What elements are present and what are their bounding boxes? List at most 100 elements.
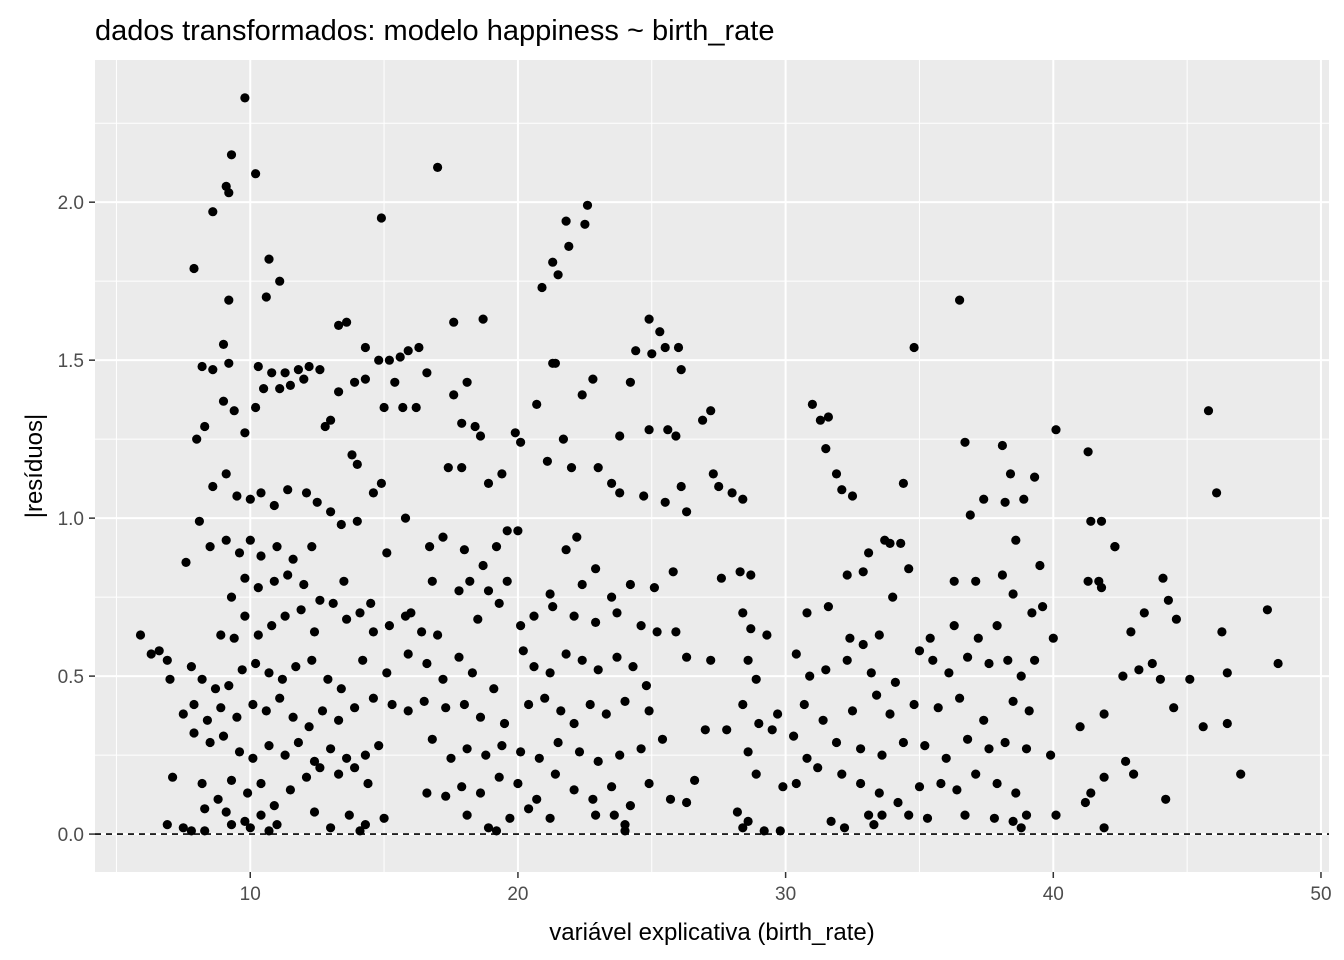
data-point [457, 463, 467, 473]
data-point [585, 699, 595, 710]
data-point [245, 535, 255, 545]
data-point [660, 497, 670, 507]
data-point [510, 428, 520, 438]
data-point [1083, 576, 1093, 586]
data-point [403, 346, 413, 356]
data-point [240, 93, 250, 103]
data-point [200, 421, 210, 432]
data-point [374, 355, 384, 365]
data-point [636, 744, 646, 754]
data-point [494, 772, 504, 782]
data-point [315, 365, 325, 375]
data-point [269, 500, 279, 511]
data-point [955, 693, 965, 703]
data-point [320, 421, 330, 432]
data-point [462, 744, 472, 754]
data-point [441, 791, 451, 801]
data-point [489, 684, 499, 694]
data-point [216, 703, 226, 713]
data-point [588, 794, 598, 804]
data-point [256, 778, 266, 789]
data-point [649, 583, 660, 593]
y-tick-label: 0.0 [58, 825, 84, 846]
data-point [307, 655, 317, 665]
data-point [673, 342, 684, 353]
data-point [216, 630, 226, 640]
data-point [566, 463, 577, 473]
data-point [823, 602, 834, 612]
data-point [655, 327, 665, 337]
data-point [971, 769, 981, 779]
data-point [759, 826, 769, 836]
data-point [253, 583, 263, 593]
data-point [186, 826, 196, 836]
data-point [732, 807, 743, 817]
data-point [743, 747, 753, 757]
data-point [561, 545, 571, 555]
data-point [716, 573, 727, 583]
data-point [647, 349, 657, 359]
data-point [178, 823, 188, 833]
data-point [612, 608, 622, 618]
data-point [162, 655, 172, 665]
data-point [751, 674, 761, 684]
data-point [1008, 816, 1018, 827]
data-point [283, 570, 293, 580]
data-point [631, 346, 641, 356]
data-point [872, 690, 882, 700]
data-point [384, 621, 394, 631]
data-point [949, 621, 959, 631]
data-point [762, 630, 772, 640]
data-point [1019, 494, 1029, 504]
x-axis: 10 20 30 40 50 [240, 872, 1332, 905]
data-point [952, 785, 962, 795]
data-point [240, 816, 250, 827]
data-point [955, 295, 965, 305]
data-point [1086, 788, 1096, 798]
data-point [1198, 722, 1208, 732]
data-point [245, 823, 255, 833]
data-point [1035, 560, 1045, 571]
data-point [874, 788, 884, 798]
data-point [309, 627, 320, 637]
data-point [368, 627, 378, 637]
data-point [248, 699, 258, 710]
data-point [874, 630, 884, 640]
data-point [427, 734, 437, 744]
data-point [516, 621, 526, 631]
data-point [529, 662, 539, 672]
data-point [789, 731, 799, 741]
data-point [1008, 589, 1018, 599]
data-point [569, 718, 579, 729]
data-point [682, 507, 692, 517]
data-point [842, 655, 852, 665]
data-point [224, 295, 234, 305]
x-axis-title: variável explicativa (birth_rate) [549, 919, 874, 946]
data-point [1110, 542, 1120, 552]
data-point [864, 548, 874, 558]
data-point [1021, 810, 1032, 820]
data-point [577, 579, 587, 590]
data-point [232, 712, 242, 722]
data-point [237, 665, 247, 675]
data-point [363, 778, 373, 789]
data-point [189, 699, 199, 710]
data-point [494, 598, 504, 609]
data-point [419, 696, 429, 707]
data-point [615, 431, 625, 441]
data-point [414, 342, 424, 353]
data-point [708, 469, 718, 479]
data-point [775, 826, 785, 836]
data-point [315, 595, 325, 605]
data-point [831, 469, 842, 479]
data-point [625, 801, 636, 811]
data-point [200, 826, 210, 836]
data-point [676, 365, 686, 375]
data-point [433, 162, 443, 172]
data-point [438, 674, 448, 684]
data-point [665, 794, 676, 804]
data-point [256, 551, 266, 561]
data-point [334, 769, 344, 779]
data-point [1099, 772, 1109, 782]
data-point [352, 459, 362, 469]
